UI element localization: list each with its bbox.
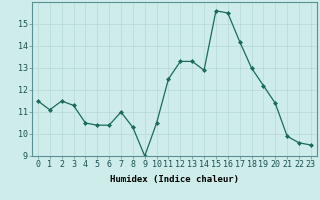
X-axis label: Humidex (Indice chaleur): Humidex (Indice chaleur): [110, 175, 239, 184]
